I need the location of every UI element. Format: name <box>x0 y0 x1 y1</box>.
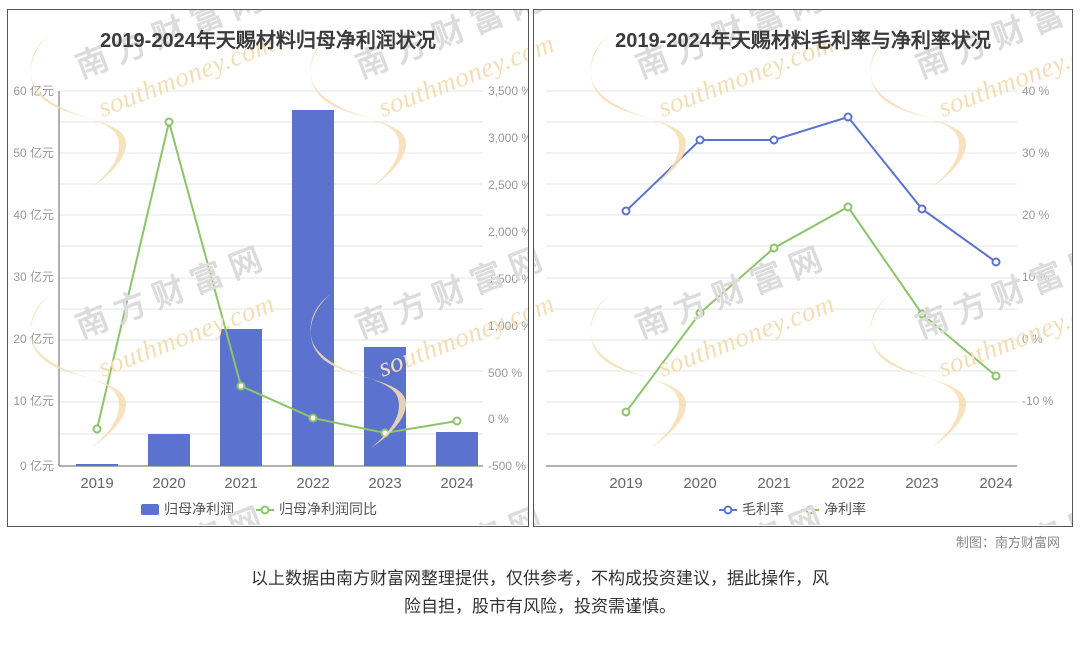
svg-text:2,000 %: 2,000 % <box>488 225 529 239</box>
svg-text:-500 %: -500 % <box>488 459 526 473</box>
svg-text:40 亿元: 40 亿元 <box>13 207 54 222</box>
svg-text:归母净利润同比: 归母净利润同比 <box>279 501 377 517</box>
svg-text:20 %: 20 % <box>1022 208 1050 222</box>
svg-text:毛利率: 毛利率 <box>742 501 784 517</box>
svg-text:60 亿元: 60 亿元 <box>13 83 54 98</box>
svg-text:2021: 2021 <box>757 475 790 492</box>
svg-text:-10 %: -10 % <box>1022 394 1054 408</box>
svg-text:500 %: 500 % <box>488 366 522 380</box>
svg-text:40 %: 40 % <box>1022 84 1050 98</box>
svg-text:2020: 2020 <box>683 475 716 492</box>
svg-text:2019: 2019 <box>80 475 113 492</box>
svg-text:2020: 2020 <box>152 475 185 492</box>
svg-text:2022: 2022 <box>296 475 329 492</box>
svg-text:2021: 2021 <box>224 475 257 492</box>
svg-text:2022: 2022 <box>831 475 864 492</box>
svg-text:3,500 %: 3,500 % <box>488 84 529 98</box>
svg-text:30 %: 30 % <box>1022 146 1050 160</box>
svg-text:2023: 2023 <box>905 475 938 492</box>
svg-text:2024: 2024 <box>440 475 473 492</box>
svg-text:2024: 2024 <box>979 475 1012 492</box>
svg-text:净利率: 净利率 <box>824 501 866 517</box>
svg-text:2023: 2023 <box>368 475 401 492</box>
svg-text:归母净利润: 归母净利润 <box>164 501 234 517</box>
svg-text:50 亿元: 50 亿元 <box>13 145 54 160</box>
svg-text:1,000 %: 1,000 % <box>488 319 529 333</box>
svg-text:2,500 %: 2,500 % <box>488 178 529 192</box>
svg-text:0 %: 0 % <box>488 412 509 426</box>
svg-text:1,500 %: 1,500 % <box>488 272 529 286</box>
svg-text:3,000 %: 3,000 % <box>488 131 529 145</box>
svg-text:0 %: 0 % <box>1022 332 1043 346</box>
svg-text:0 亿元: 0 亿元 <box>20 458 54 473</box>
svg-text:10 %: 10 % <box>1022 270 1050 284</box>
svg-text:30 亿元: 30 亿元 <box>13 269 54 284</box>
svg-text:2019: 2019 <box>609 475 642 492</box>
svg-text:10 亿元: 10 亿元 <box>13 393 54 408</box>
svg-text:20 亿元: 20 亿元 <box>13 331 54 346</box>
